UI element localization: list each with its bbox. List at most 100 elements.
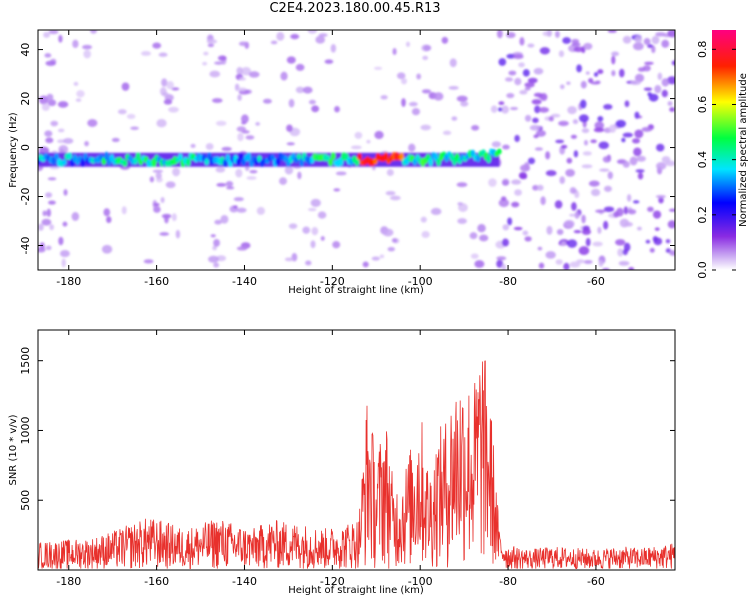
spectrogram-x-ticks: -180 -160 -140 -120 -100 -80 -60 bbox=[56, 30, 605, 288]
spectrogram-cell bbox=[62, 221, 68, 227]
spectrogram-cell bbox=[207, 43, 215, 48]
spectrogram-cell bbox=[510, 106, 519, 111]
spectrogram-cell bbox=[490, 105, 498, 113]
spectrogram-cell bbox=[391, 238, 398, 243]
spectrogram-cell bbox=[632, 42, 644, 51]
spectrogram-cell bbox=[311, 105, 320, 113]
spectrogram-cell bbox=[448, 85, 459, 90]
signal-cell bbox=[330, 152, 336, 161]
spectrogram-cell bbox=[533, 134, 539, 139]
spectrogram-cell bbox=[519, 89, 528, 95]
spectrogram-cell bbox=[371, 256, 380, 261]
spectrogram-cell bbox=[470, 253, 479, 259]
spectrogram-cell bbox=[215, 166, 226, 173]
spectrogram-cell bbox=[592, 241, 603, 247]
spectrogram-cell bbox=[569, 187, 577, 194]
spectrogram-cell bbox=[307, 208, 317, 212]
spectrogram-cell bbox=[636, 155, 646, 162]
spectrogram-cell bbox=[449, 58, 457, 68]
spectrogram-cell bbox=[158, 52, 168, 57]
spectrogram-cell bbox=[471, 125, 480, 131]
spectrogram-cell bbox=[524, 236, 532, 242]
spectrogram-cell bbox=[615, 239, 626, 246]
spectrogram-cell bbox=[385, 190, 396, 196]
spectrogram-cell bbox=[576, 64, 582, 73]
spectrogram-cell bbox=[637, 172, 644, 180]
spectrogram-cell bbox=[117, 109, 127, 115]
signal-cell bbox=[67, 152, 73, 161]
signal-cell bbox=[357, 153, 362, 161]
spectrogram-cell bbox=[655, 194, 666, 199]
spectrogram-cell bbox=[574, 211, 580, 219]
spectrogram-cell bbox=[302, 226, 311, 234]
spectrogram-cell bbox=[389, 195, 401, 201]
spectrogram-cell bbox=[669, 107, 675, 112]
spectrogram-cell bbox=[590, 188, 601, 197]
spectrogram-cell bbox=[618, 260, 630, 266]
snr-frame bbox=[37, 329, 676, 571]
spectrogram-cell bbox=[163, 99, 173, 105]
spectrogram-cell bbox=[284, 165, 294, 175]
spectrogram-cell bbox=[386, 169, 394, 176]
spectrogram-cell bbox=[607, 30, 617, 33]
spectrogram-cell bbox=[211, 98, 223, 103]
spectrogram-cell bbox=[508, 70, 517, 76]
spectrogram-cell bbox=[57, 128, 65, 133]
spectrogram-cell bbox=[631, 138, 641, 144]
spectrogram-cell bbox=[47, 99, 57, 107]
snr-panel: -180 -160 -140 -120 -100 -80 -60 500 1000 1500 H… bbox=[8, 329, 676, 596]
spectrogram-cell bbox=[501, 263, 507, 270]
spectrogram-cell bbox=[527, 43, 535, 48]
spectrogram-cell bbox=[573, 46, 584, 53]
spectrogram-cell bbox=[401, 77, 408, 85]
spectrogram-cell bbox=[373, 66, 383, 70]
spectrogram-cell bbox=[501, 238, 510, 247]
spectrogram-cell bbox=[382, 228, 394, 237]
colorbar-tick-label: 0.2 bbox=[696, 206, 709, 224]
spectrogram-cell bbox=[44, 130, 53, 137]
spectrogram-cell bbox=[226, 186, 235, 190]
signal-cell bbox=[54, 153, 59, 160]
spectrogram-cell bbox=[374, 130, 384, 140]
spectrogram-cell bbox=[496, 256, 507, 261]
spectrogram-cell bbox=[654, 85, 662, 94]
spectrogram-cell bbox=[582, 151, 592, 156]
spectrogram-cell bbox=[554, 200, 563, 209]
y-tick-label: 20 bbox=[19, 92, 32, 106]
spectrogram-cell bbox=[624, 222, 633, 227]
spectrogram-cell bbox=[216, 183, 227, 187]
spectrogram-cell bbox=[524, 114, 532, 122]
spectrogram-cell bbox=[563, 219, 575, 228]
spectrogram-cell bbox=[626, 194, 632, 202]
spectrogram-cell bbox=[49, 224, 55, 231]
spectrogram-cell bbox=[576, 259, 585, 264]
spectrogram-cell bbox=[667, 220, 675, 229]
spectrogram-cell bbox=[590, 139, 597, 144]
spectrogram-cell bbox=[616, 207, 624, 217]
spectrogram-cell bbox=[590, 81, 600, 85]
spectrogram-cell bbox=[241, 130, 250, 134]
spectrogram-cell bbox=[362, 261, 369, 268]
spectrogram-cell bbox=[556, 228, 564, 236]
snr-x-ticks: -180 -160 -140 -120 -100 -80 -60 bbox=[56, 330, 605, 588]
colorbar-tick-label: 0.4 bbox=[696, 151, 709, 169]
spectrogram-cell bbox=[38, 146, 50, 155]
spectrogram-cell bbox=[617, 248, 624, 257]
spectrogram-cell bbox=[220, 214, 229, 224]
spectrogram-cell bbox=[671, 60, 675, 66]
spectrogram-cell bbox=[628, 267, 635, 270]
spectrogram-cell bbox=[238, 41, 248, 46]
spectrogram-cell bbox=[240, 114, 249, 124]
spectrogram-cell bbox=[380, 95, 388, 100]
spectrogram-cell bbox=[598, 141, 609, 150]
spectrogram-cell bbox=[581, 164, 593, 169]
spectrogram-cell bbox=[608, 124, 617, 133]
spectrogram-cell bbox=[661, 89, 668, 98]
spectrogram-cell bbox=[330, 43, 337, 53]
spectrogram-cell bbox=[496, 30, 503, 39]
spectrogram-cell bbox=[645, 239, 651, 244]
spectrogram-cell bbox=[597, 226, 602, 234]
spectrogram-cell bbox=[498, 101, 505, 106]
spectrogram-cell bbox=[237, 94, 242, 101]
spectrogram-cell bbox=[629, 156, 638, 166]
